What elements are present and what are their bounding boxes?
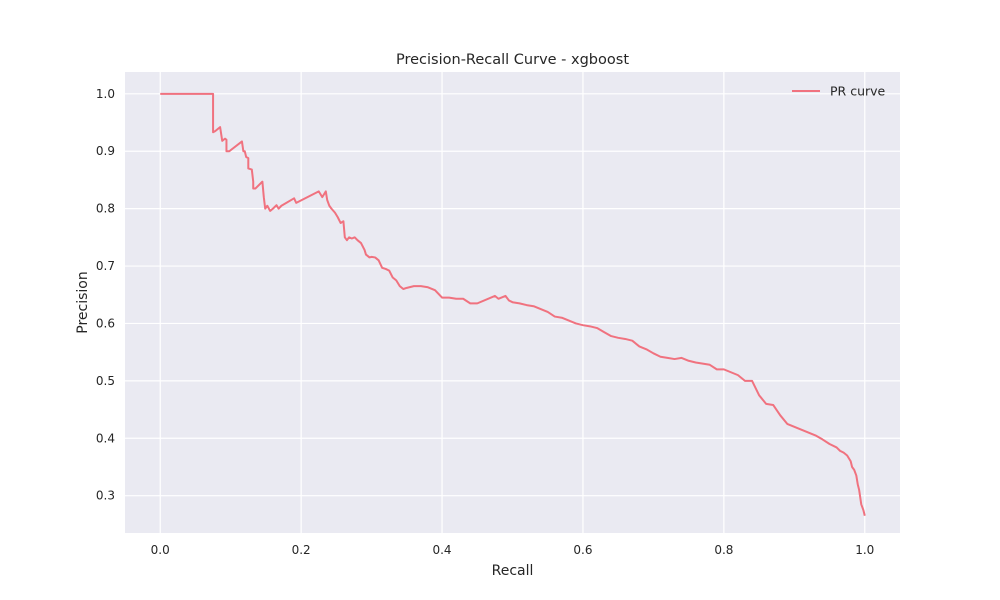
series-lines — [160, 92, 866, 517]
x-tick-label: 0.2 — [292, 543, 311, 557]
x-tick-label: 0.6 — [573, 543, 592, 557]
legend-label-pr-curve: PR curve — [830, 84, 886, 99]
legend: PR curve — [792, 84, 886, 99]
y-tick-label: 0.6 — [96, 316, 115, 330]
y-tick-label: 0.4 — [96, 431, 115, 445]
x-tick-label: 0.0 — [151, 543, 170, 557]
x-tick-label: 1.0 — [855, 543, 874, 557]
xtick-labels: 0.0 0.2 0.4 0.6 0.8 1.0 — [151, 543, 875, 557]
y-tick-label: 1.0 — [96, 87, 115, 101]
x-tick-label: 0.8 — [714, 543, 733, 557]
y-tick-label: 0.3 — [96, 489, 115, 503]
x-axis-label: Recall — [492, 563, 534, 579]
chart-title: Precision-Recall Curve - xgboost — [396, 52, 629, 68]
x-tick-label: 0.4 — [432, 543, 451, 557]
grid-x — [159, 72, 866, 533]
y-tick-label: 0.5 — [96, 374, 115, 388]
y-axis-label: Precision — [75, 271, 91, 333]
ytick-labels: 0.3 0.4 0.5 0.6 0.7 0.8 0.9 1.0 — [96, 87, 115, 503]
grid-y — [125, 93, 900, 497]
series-line-pr-curve — [160, 92, 866, 517]
y-tick-label: 0.8 — [96, 202, 115, 216]
y-tick-label: 0.9 — [96, 144, 115, 158]
y-tick-label: 0.7 — [96, 259, 115, 273]
